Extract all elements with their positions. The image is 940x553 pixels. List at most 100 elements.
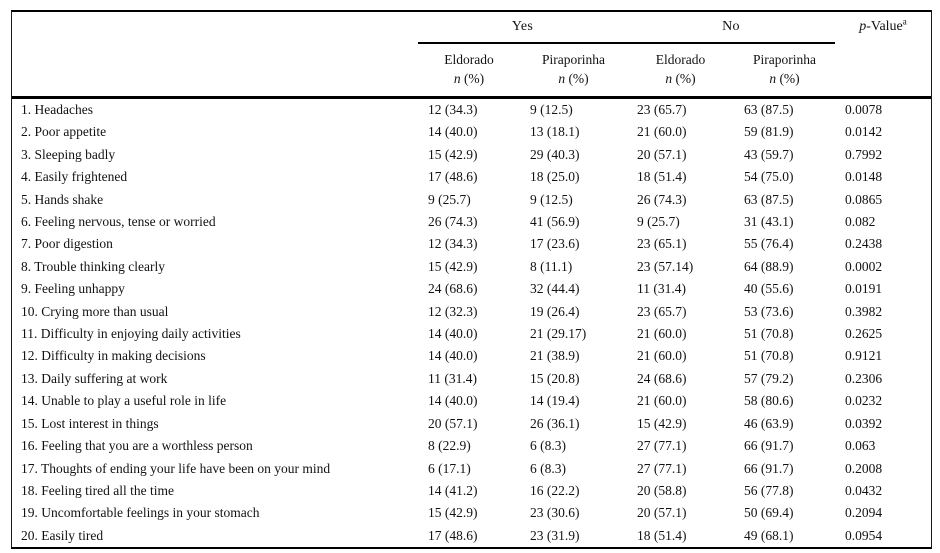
cell-no-piraporinha: 63 (87.5) [744,102,794,117]
cell-p-value: 0.2306 [845,370,883,386]
cell-yes-piraporinha: 23 (30.6) [530,505,580,521]
cell-p-value: 0.0432 [845,482,883,498]
symptom-prevalence-table: Yes No p-Valuea Eldorado n (%) Piraporin… [11,10,932,550]
n-symbol: n [453,71,461,86]
table-row: 18. Feeling tired all the time 14 (41.2) 1… [12,480,931,502]
cell-p-value: 0.7992 [845,146,883,162]
cell-no-piraporinha: 64 (88.9) [744,258,794,274]
cell-yes-piraporinha: 14 (19.4) [530,393,580,409]
cell-no-eldorado: 21 (60.0) [637,348,687,364]
table-row: 10. Crying more than usual 12 (32.3) 19 (2… [12,301,931,323]
cell-yes-eldorado: 17 (48.6) [428,527,478,543]
unit-label: n (%) [627,69,734,88]
cell-yes-piraporinha: 8 (11.1) [530,258,573,274]
cell-no-eldorado: 23 (65.7) [637,102,687,117]
cell-no-piraporinha: 66 (91.7) [744,460,794,476]
cell-no-eldorado: 23 (65.7) [637,303,687,319]
group-header-row: Yes No p-Valuea [12,12,931,99]
cell-no-piraporinha: 57 (79.2) [744,370,794,386]
cell-no-eldorado: 18 (51.4) [637,169,687,185]
cell-yes-piraporinha: 9 (12.5) [530,102,573,117]
cell-no-eldorado: 21 (60.0) [637,124,687,140]
cell-p-value: 0.2438 [845,236,883,252]
cell-yes-eldorado: 15 (42.9) [428,258,478,274]
table-row: 3. Sleeping badly 15 (42.9) 29 (40.3) 20 (5… [12,144,931,166]
cell-no-piraporinha: 49 (68.1) [744,527,794,543]
cell-no-eldorado: 20 (58.8) [637,482,687,498]
cell-yes-eldorado: 24 (68.6) [428,281,478,297]
cell-no-piraporinha: 51 (70.8) [744,348,794,364]
cell-yes-eldorado: 14 (40.0) [428,393,478,409]
row-item-label: 10. Crying more than usual [21,303,169,319]
cell-no-piraporinha: 59 (81.9) [744,124,794,140]
no-group-header: No [627,12,835,44]
city-label: Eldorado [444,52,494,67]
subcolumn-header-yes-eldorado: Eldorado n (%) [418,43,520,99]
cell-no-eldorado: 27 (77.1) [637,438,687,454]
city-label: Piraporinha [542,52,605,67]
row-item-label: 8. Trouble thinking clearly [21,258,165,274]
row-item-label: 1. Headaches [21,102,93,117]
cell-no-piraporinha: 55 (76.4) [744,236,794,252]
cell-yes-eldorado: 11 (31.4) [428,370,477,386]
table-row: 8. Trouble thinking clearly 15 (42.9) 8 (1… [12,256,931,278]
cell-no-eldorado: 21 (60.0) [637,326,687,342]
table-row: 16. Feeling that you are a worthless per… [12,435,931,457]
cell-yes-piraporinha: 16 (22.2) [530,482,580,498]
cell-yes-piraporinha: 32 (44.4) [530,281,580,297]
cell-yes-piraporinha: 15 (20.8) [530,370,580,386]
p-value-symbol: p [859,19,867,34]
data-table: Yes No p-Valuea Eldorado n (%) Piraporin… [12,12,931,547]
row-item-label: 20. Easily tired [21,527,104,543]
cell-p-value: 0.2008 [845,460,883,476]
row-item-label: 14. Unable to play a useful role in life [21,393,227,409]
cell-no-eldorado: 20 (57.1) [637,146,687,162]
cell-yes-eldorado: 12 (32.3) [428,303,478,319]
cell-yes-eldorado: 12 (34.3) [428,236,478,252]
cell-p-value: 0.0078 [845,102,883,117]
cell-yes-eldorado: 15 (42.9) [428,505,478,521]
cell-p-value: 0.0392 [845,415,883,431]
cell-p-value: 0.9121 [845,348,883,364]
unit-label: n (%) [418,69,520,88]
cell-yes-eldorado: 14 (41.2) [428,482,478,498]
cell-yes-eldorado: 14 (40.0) [428,348,478,364]
table-row: 7. Poor digestion 12 (34.3) 17 (23.6) 23 (6… [12,233,931,255]
cell-yes-piraporinha: 41 (56.9) [530,214,580,230]
row-item-label: 16. Feeling that you are a worthless per… [21,438,253,454]
city-label: Eldorado [655,52,706,67]
cell-yes-piraporinha: 6 (8.3) [530,438,566,454]
percent-unit: (%) [779,71,800,86]
cell-p-value: 0.0191 [845,281,883,297]
row-item-label: 3. Sleeping badly [21,146,116,162]
row-item-label: 18. Feeling tired all the time [21,482,174,498]
table-header: Yes No p-Valuea Eldorado n (%) Piraporin… [12,12,931,99]
row-item-label: 12. Difficulty in making decisions [21,348,206,364]
cell-p-value: 0.0865 [845,191,883,207]
yes-group-header: Yes [418,12,627,44]
n-symbol: n [558,71,566,86]
cell-p-value: 0.0232 [845,393,883,409]
cell-p-value: 0.0954 [845,527,883,543]
cell-no-piraporinha: 46 (63.9) [744,415,794,431]
cell-no-piraporinha: 51 (70.8) [744,326,794,342]
cell-p-value: 0.0142 [845,124,883,140]
cell-no-eldorado: 21 (60.0) [637,393,687,409]
subcolumn-header-no-piraporinha: Piraporinha n (%) [734,43,835,99]
cell-no-eldorado: 11 (31.4) [637,281,686,297]
row-item-label: 2. Poor appetite [21,124,107,140]
cell-yes-eldorado: 6 (17.1) [428,460,471,476]
cell-yes-piraporinha: 21 (29.17) [530,326,587,342]
cell-yes-eldorado: 15 (42.9) [428,146,478,162]
table-row: 13. Daily suffering at work 11 (31.4) 15 (… [12,368,931,390]
table-row: 5. Hands shake 9 (25.7) 9 (12.5) 26 (74.3) 6… [12,189,931,211]
cell-no-piraporinha: 31 (43.1) [744,214,794,230]
cell-p-value: 0.2094 [845,505,883,521]
cell-yes-piraporinha: 9 (12.5) [530,191,573,207]
row-item-label: 19. Uncomfortable feelings in your stoma… [21,505,260,521]
cell-no-piraporinha: 54 (75.0) [744,169,794,185]
cell-no-piraporinha: 50 (69.4) [744,505,794,521]
cell-p-value: 0.082 [845,214,876,230]
cell-yes-eldorado: 9 (25.7) [428,191,471,207]
n-symbol: n [665,71,673,86]
